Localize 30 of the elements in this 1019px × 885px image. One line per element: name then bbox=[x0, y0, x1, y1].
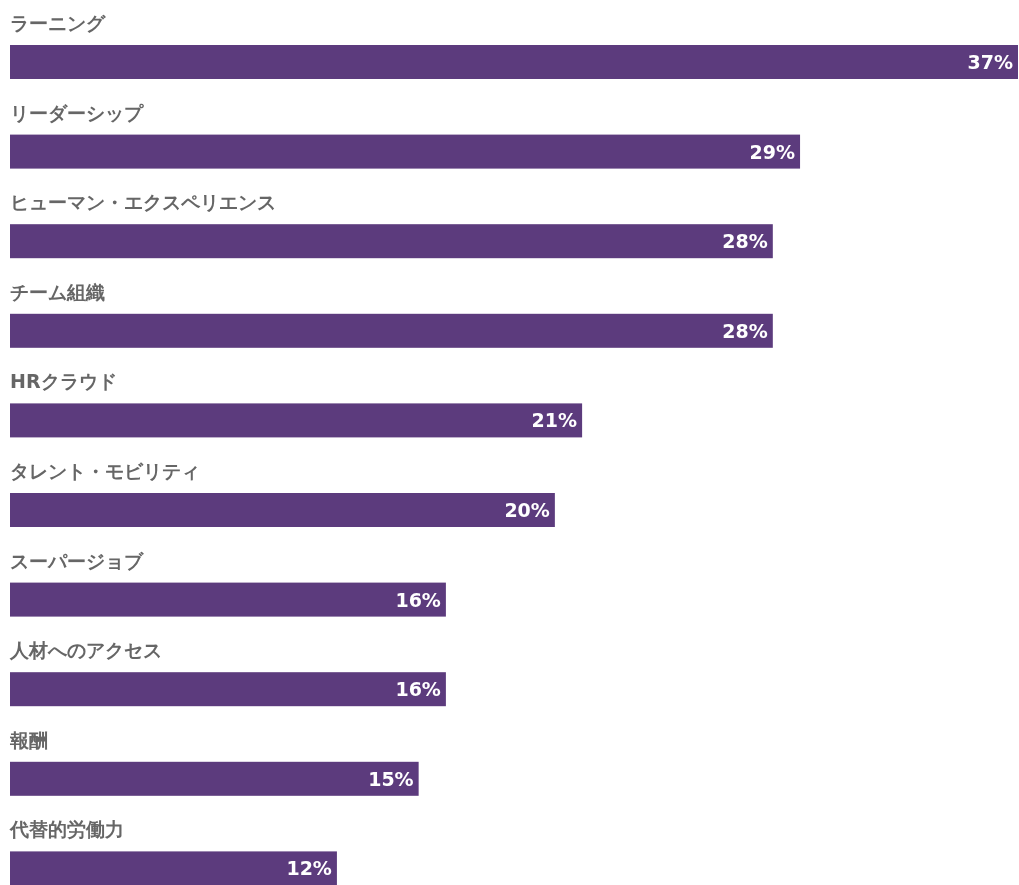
y-tick-label: 代替的労働力 bbox=[9, 818, 124, 841]
data-label: 16% bbox=[395, 588, 441, 611]
data-label: 15% bbox=[368, 767, 414, 790]
bar bbox=[10, 493, 555, 527]
bar bbox=[10, 45, 1018, 79]
bar bbox=[10, 134, 801, 169]
y-tick-label: リーダーシップ bbox=[10, 101, 144, 124]
bar bbox=[10, 403, 583, 438]
y-tick-label: タレント・モビリティ bbox=[10, 460, 200, 482]
data-label: 29% bbox=[749, 140, 796, 163]
y-tick-label: ヒューマン・エクスペリエンス bbox=[10, 191, 276, 214]
y-tick-label: 人材へのアクセス bbox=[9, 639, 162, 662]
bar bbox=[10, 851, 337, 885]
bar bbox=[10, 224, 773, 259]
bar bbox=[10, 761, 419, 796]
y-tick-label: HRクラウド bbox=[10, 370, 117, 393]
y-tick-label: チーム組織 bbox=[10, 280, 105, 303]
data-label: 16% bbox=[395, 678, 441, 701]
y-tick-label: スーパージョブ bbox=[10, 549, 144, 572]
y-tick-label: 報酬 bbox=[9, 728, 48, 751]
bar bbox=[10, 582, 446, 617]
y-tick-label: ラーニング bbox=[10, 12, 106, 34]
data-label: 28% bbox=[722, 230, 768, 253]
data-label: 37% bbox=[967, 51, 1013, 73]
data-label: 21% bbox=[531, 409, 578, 432]
data-label: 12% bbox=[286, 857, 332, 880]
data-label: 20% bbox=[504, 499, 550, 521]
bar bbox=[10, 313, 773, 348]
bar bbox=[10, 672, 446, 707]
data-label: 28% bbox=[722, 319, 768, 342]
